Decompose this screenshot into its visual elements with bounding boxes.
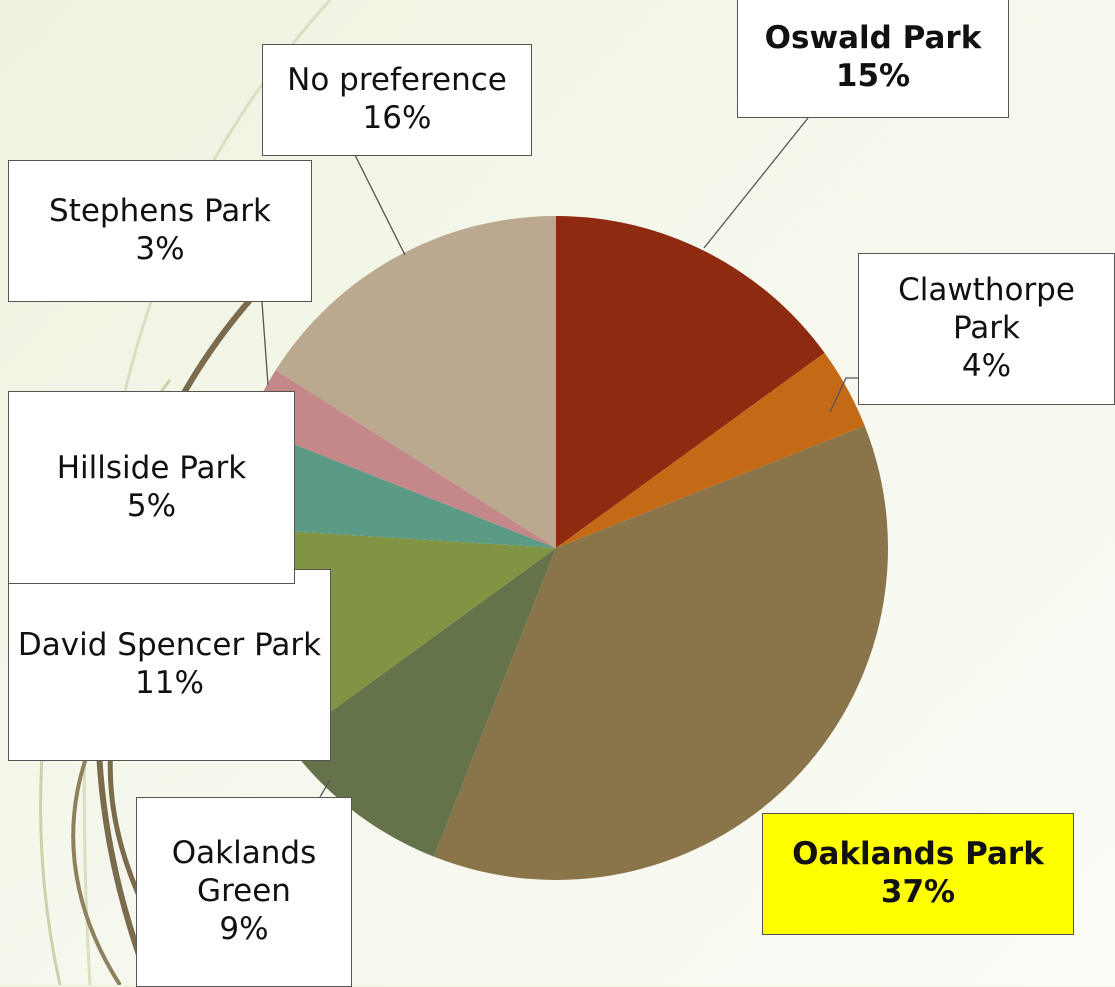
slice <box>224 425 556 548</box>
data-label: Clawthorpe Park 4% <box>858 253 1115 405</box>
category-label: No preference <box>287 62 507 99</box>
category-label: Clawthorpe Park <box>898 272 1075 347</box>
value-label: 5% <box>126 487 177 524</box>
data-label: David Spencer Park 11% <box>8 569 331 761</box>
value-label: 16% <box>362 100 432 136</box>
value-label: 4% <box>961 347 1012 384</box>
category-label: Oswald Park <box>764 20 982 57</box>
data-label: No preference 16% <box>262 44 532 156</box>
category-label: Hillside Park <box>56 449 247 486</box>
data-label: Oaklands Park 37% <box>762 813 1074 935</box>
slice <box>247 370 556 548</box>
value-label: 9% <box>219 910 269 947</box>
data-label: Oswald Park 15% <box>737 0 1009 118</box>
value-label: 37% <box>880 874 956 910</box>
slice <box>275 216 556 548</box>
slice <box>556 216 825 548</box>
category-label: Oaklands Park <box>792 836 1044 873</box>
category-label: Stephens Park <box>49 193 271 230</box>
value-label: 15% <box>835 58 911 94</box>
slice <box>433 425 888 880</box>
category-label: David Spencer Park <box>17 627 322 664</box>
data-label: Hillside Park 5% <box>8 391 295 584</box>
data-label: Oaklands Green 9% <box>136 797 352 987</box>
leader-lines <box>261 117 858 798</box>
slice <box>556 352 865 548</box>
data-label: Stephens Park 3% <box>8 160 312 302</box>
value-label: 11% <box>135 665 204 701</box>
value-label: 3% <box>135 231 185 267</box>
slice <box>287 548 556 857</box>
category-label: Oaklands Green <box>171 835 317 910</box>
